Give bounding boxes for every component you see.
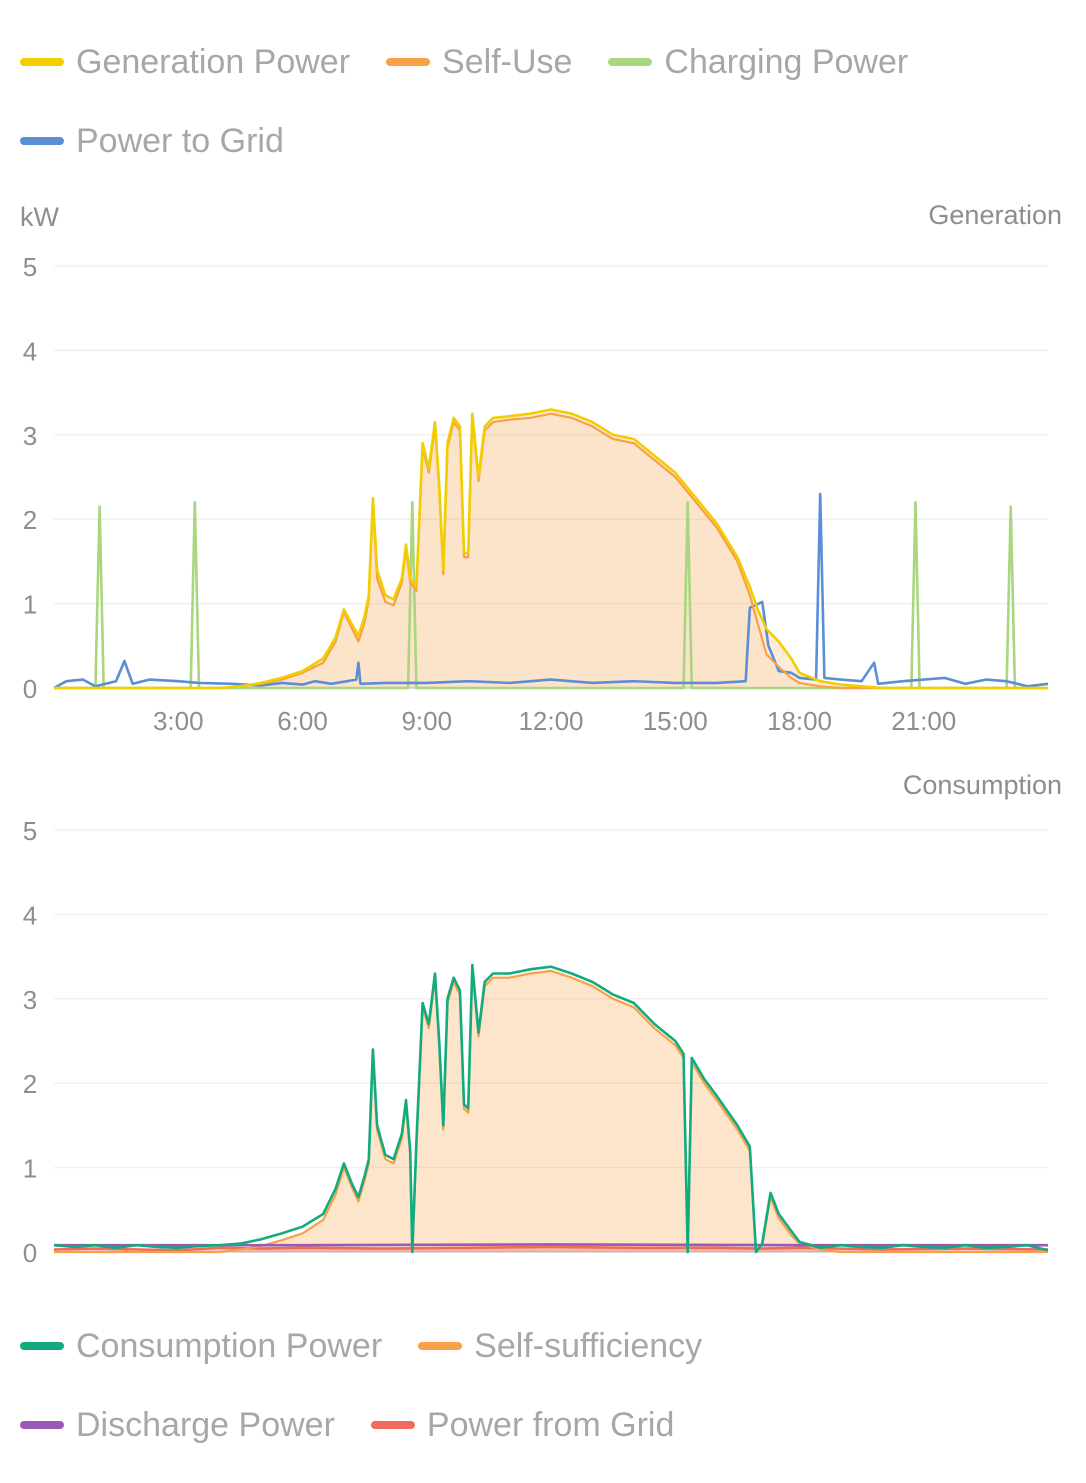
generation-legend-row-2: Power to Grid — [20, 116, 320, 166]
y-tick-label: 3 — [23, 985, 37, 1015]
legend-item-self-use[interactable]: Self-Use — [386, 43, 572, 82]
series-line-self-sufficiency — [54, 968, 1048, 1254]
legend-item-power-from-grid[interactable]: Power from Grid — [370, 1405, 675, 1445]
legend-item-power-to-grid[interactable]: Power to Grid — [20, 122, 284, 161]
y-tick-label: 5 — [23, 252, 37, 282]
y-tick-label: 2 — [23, 505, 37, 535]
y-tick-label: 4 — [23, 900, 37, 930]
x-tick-label: 15:00 — [643, 706, 708, 736]
y-axis-unit-label: kW — [20, 202, 60, 232]
legend-label: Self-Use — [442, 42, 573, 81]
legend-label: Consumption Power — [76, 1326, 383, 1365]
series-area-self-sufficiency — [54, 969, 1048, 1252]
legend-label: Self-sufficiency — [474, 1326, 703, 1365]
legend-item-self-sufficiency[interactable]: Self-sufficiency — [418, 1327, 702, 1366]
x-tick-label: 9:00 — [401, 706, 452, 736]
series-line-power-from-grid — [53, 1245, 1049, 1252]
y-tick-label: 5 — [23, 816, 37, 846]
series-area-self-use — [54, 413, 1048, 688]
legend-label: Generation Power — [76, 42, 351, 81]
legend-label: Charging Power — [664, 42, 909, 81]
chart-title-generation: Generation — [928, 200, 1062, 230]
x-tick-label: 18:00 — [767, 706, 832, 736]
legend-item-consumption-power[interactable]: Consumption Power — [20, 1327, 382, 1366]
legend-swatch — [608, 58, 653, 66]
legend-swatch — [386, 58, 431, 66]
x-tick-label: 6:00 — [277, 706, 328, 736]
charts-area: Generation kW 0 1 2 3 4 5 3:00 6:00 9:00 12:00 15:00… — [20, 200, 1062, 1268]
legend-swatch — [20, 1342, 64, 1350]
y-tick-label: 4 — [23, 336, 37, 366]
legend-item-charging-power[interactable]: Charging Power — [608, 43, 908, 82]
legend-swatch — [418, 1342, 463, 1350]
y-tick-label: 1 — [23, 1154, 37, 1184]
legend-label: Power to Grid — [76, 121, 284, 160]
consumption-legend-row-2: Discharge Power Power from Grid — [20, 1400, 710, 1450]
x-tick-label: 3:00 — [153, 706, 204, 736]
series-line-generation-power — [54, 408, 1048, 690]
y-tick-label: 1 — [23, 590, 37, 620]
y-tick-label: 0 — [23, 674, 37, 704]
legend-swatch — [20, 58, 64, 66]
x-tick-label: 12:00 — [518, 706, 583, 736]
series-line-consumption-power — [53, 963, 1049, 1254]
y-tick-label: 3 — [23, 421, 37, 451]
x-tick-label: 21:00 — [891, 706, 956, 736]
chart-title-consumption: Consumption — [903, 770, 1062, 800]
legend-label: Power from Grid — [426, 1405, 675, 1444]
legend-label: Discharge Power — [76, 1405, 335, 1444]
legend-item-generation-power[interactable]: Generation Power — [20, 43, 350, 82]
legend-swatch — [20, 137, 64, 145]
y-tick-label: 0 — [23, 1238, 37, 1268]
consumption-legend-row-1: Consumption Power Self-sufficiency — [20, 1321, 738, 1371]
legend-item-discharge-power[interactable]: Discharge Power — [20, 1406, 335, 1445]
legend-swatch — [20, 1421, 64, 1429]
series-area-generation-power — [54, 409, 1048, 688]
series-line-power-to-grid — [53, 492, 1049, 690]
series-line-self-use — [54, 412, 1048, 690]
legend-swatch — [370, 1421, 415, 1429]
y-tick-label: 2 — [23, 1069, 37, 1099]
generation-legend-row-1: Generation Power Self-Use Charging Power — [20, 37, 944, 87]
